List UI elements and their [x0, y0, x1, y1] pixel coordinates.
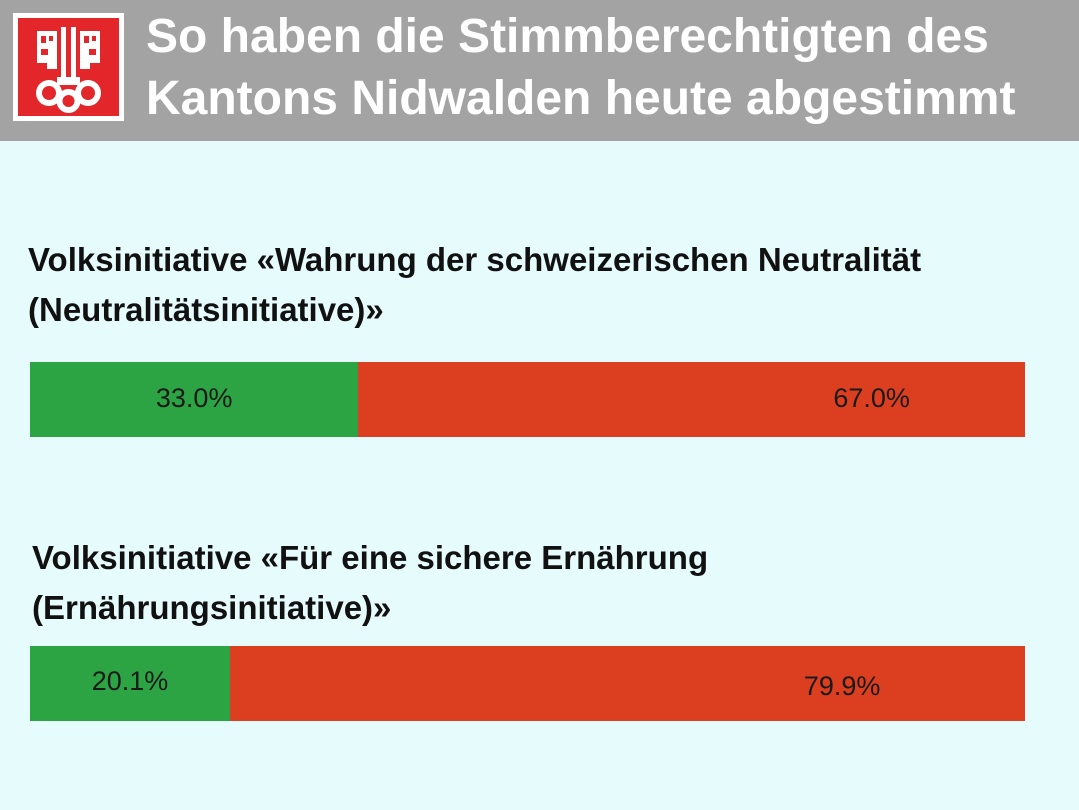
- bar-segment-yes: 20.1%: [30, 646, 230, 721]
- bar-label-no: 67.0%: [833, 383, 910, 413]
- question-1-title-line-2: (Neutralitätsinitiative)»: [28, 291, 384, 328]
- question-1-title: Volksinitiative «Wahrung der schweizeris…: [28, 235, 1028, 335]
- result-bar-2: 20.1% 79.9%: [30, 646, 1025, 721]
- header: So haben die Stimmberechtigten des Kanto…: [0, 0, 1079, 141]
- page-title-line-2: Kantons Nidwalden heute abgestimmt: [146, 72, 1016, 125]
- bar-segment-no: 67.0%: [358, 362, 1025, 437]
- bar-segment-no: 79.9%: [229, 646, 1025, 721]
- page-title-line-1: So haben die Stimmberechtigten des: [146, 10, 989, 63]
- bar-label-yes: 20.1%: [91, 666, 169, 696]
- page-title: So haben die Stimmberechtigten des Kanto…: [146, 6, 1071, 130]
- question-2-title: Volksinitiative «Für eine sichere Ernähr…: [32, 533, 1032, 633]
- nidwalden-coat-of-arms-icon: [13, 13, 124, 121]
- question-1-title-line-1: Volksinitiative «Wahrung der schweizeris…: [28, 241, 922, 278]
- question-2-title-line-2: (Ernährungsinitiative)»: [32, 589, 392, 626]
- result-bar-1: 33.0% 67.0%: [30, 362, 1025, 437]
- bar-segment-yes: 33.0%: [30, 362, 359, 437]
- question-2-title-line-1: Volksinitiative «Für eine sichere Ernähr…: [32, 539, 709, 576]
- bar-label-yes: 33.0%: [155, 383, 233, 413]
- bar-label-no: 79.9%: [803, 671, 881, 701]
